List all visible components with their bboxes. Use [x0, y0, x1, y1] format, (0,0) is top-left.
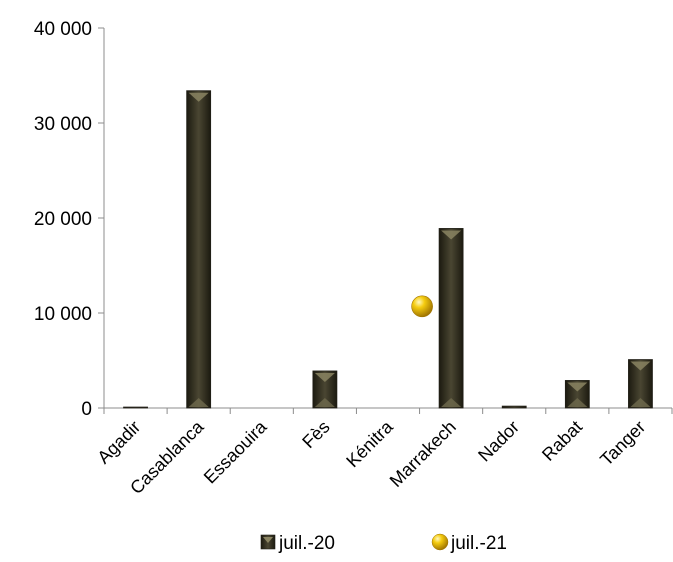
x-category-label: Kénitra [342, 416, 397, 471]
x-category-label: Nador [474, 417, 523, 466]
x-category-label: Essaouira [200, 416, 271, 487]
bar [501, 405, 527, 409]
legend-label-juil-21: juil.-21 [450, 533, 507, 554]
series-juil-21 [411, 295, 433, 318]
x-category-label: Tanger [596, 417, 649, 470]
legend-label-juil-20: juil.-20 [278, 533, 335, 554]
bar-bevel-bottom [441, 398, 462, 407]
bar [312, 370, 338, 409]
y-tick-label: 20 000 [34, 209, 92, 230]
bar-body [186, 90, 212, 409]
x-category-label: Marrakech [386, 417, 460, 491]
legend-marker-juil-21 [431, 533, 449, 551]
series-juil-20 [123, 90, 653, 409]
bar-bevel-top [630, 361, 651, 371]
bar-bevel-bottom [630, 398, 651, 407]
y-tick-label: 40 000 [34, 19, 92, 40]
legend: juil.-20 juil.-21 [260, 533, 507, 554]
bar-bevel-top [567, 382, 588, 392]
x-category-label: Rabat [538, 417, 586, 465]
bar-bevel-top [441, 230, 462, 240]
bar [628, 359, 653, 409]
bar-body [501, 405, 527, 409]
x-category-label: Fès [298, 417, 333, 452]
y-tick-label: 30 000 [34, 114, 92, 135]
bar-body [438, 228, 464, 409]
point-marker [411, 295, 433, 318]
bar [123, 406, 148, 409]
bar-bevel-top [314, 372, 335, 382]
y-tick-label: 10 000 [34, 304, 92, 325]
bar [564, 380, 590, 409]
legend-swatch-bevel [263, 537, 273, 543]
x-category-label: Agadir [93, 417, 144, 468]
bar-bevel-bottom [188, 398, 209, 407]
bar-bevel-bottom [314, 398, 335, 407]
y-tick-label: 0 [81, 399, 92, 420]
bar [186, 90, 212, 409]
bar-body [123, 406, 148, 409]
legend-swatch-juil-20 [260, 534, 276, 550]
bar-bevel-top [188, 92, 209, 102]
bar-bevel-bottom [567, 398, 588, 407]
y-axis: 0 10 000 20 000 30 000 40 000 [34, 19, 105, 420]
bar [438, 228, 464, 409]
